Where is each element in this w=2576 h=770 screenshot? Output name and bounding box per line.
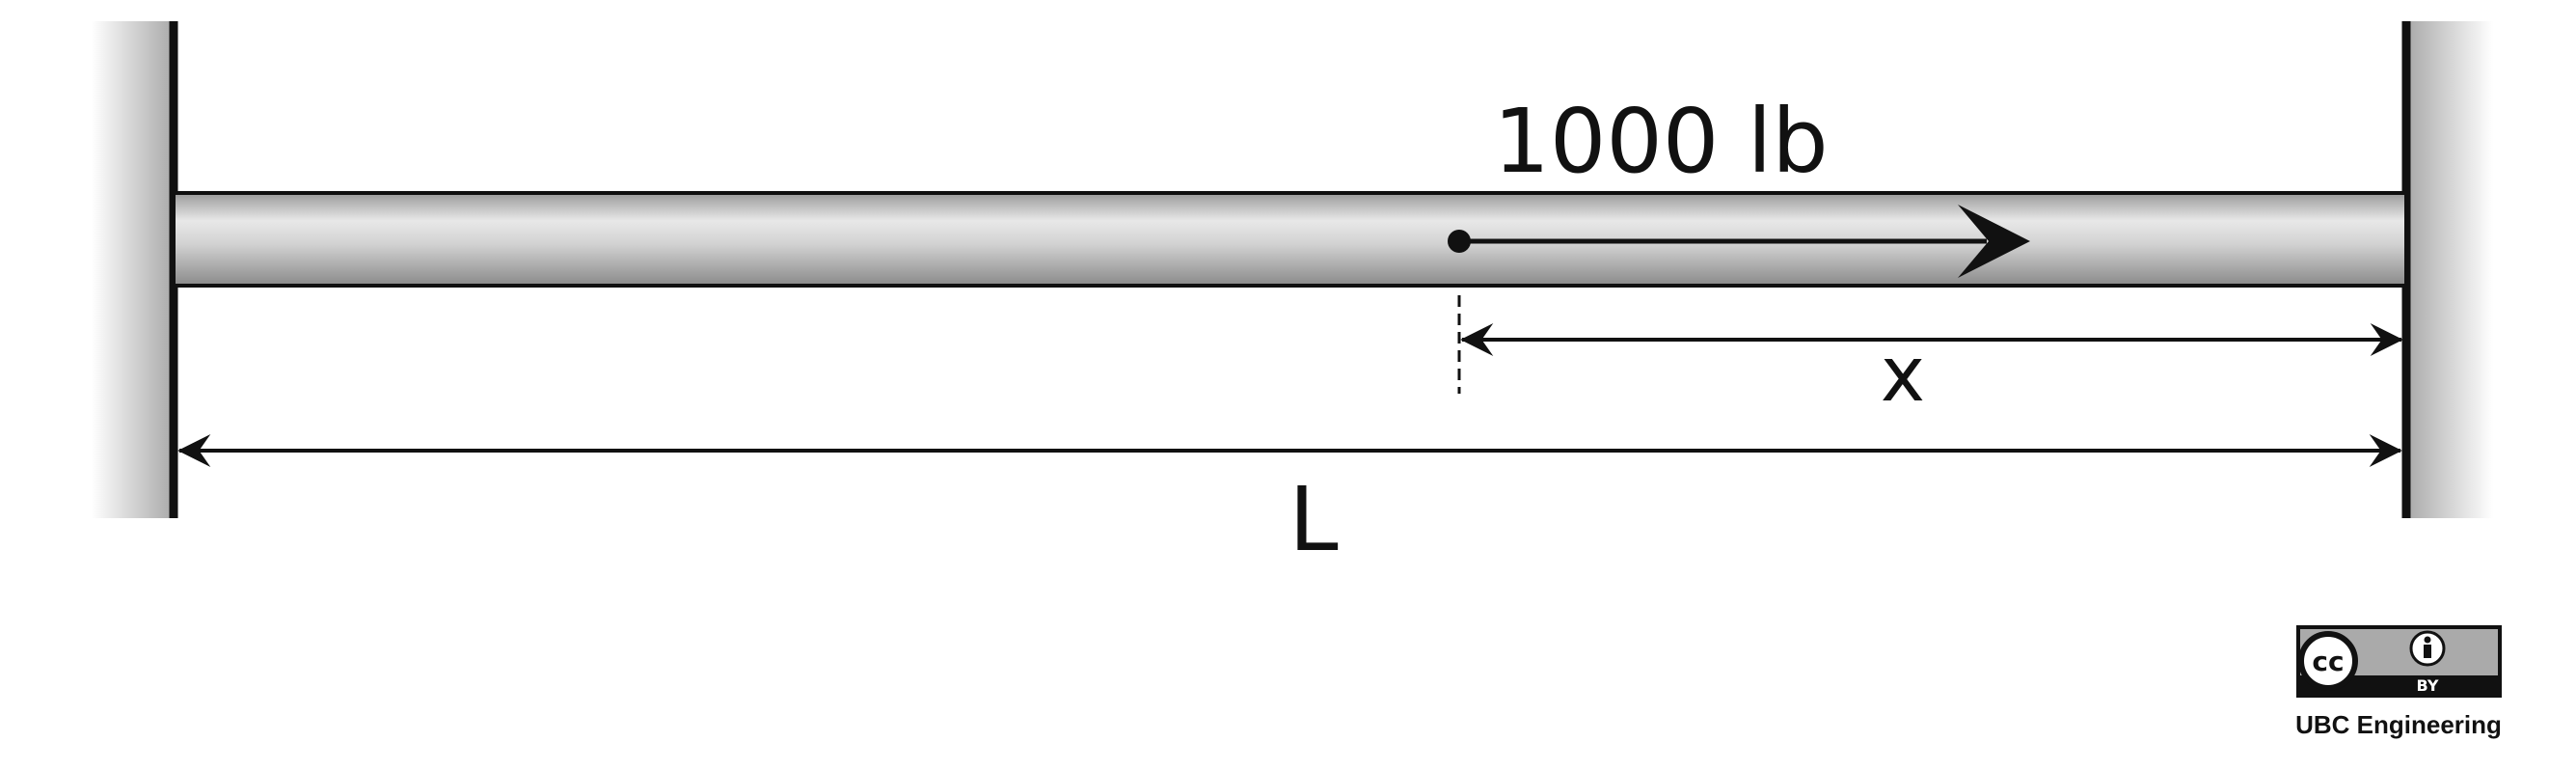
rod xyxy=(172,191,2408,288)
force-arrowhead-icon xyxy=(1958,205,2030,278)
attribution-text: UBC Engineering xyxy=(2295,710,2502,739)
force-arrow xyxy=(1448,205,2030,278)
dimension-total-label: L xyxy=(1288,468,1338,571)
by-label: BY xyxy=(2417,676,2439,695)
cc-by-license-badge: cc BY xyxy=(2296,625,2502,698)
left-wall xyxy=(92,21,178,518)
cc-logo-icon: cc xyxy=(2298,631,2358,691)
force-label: 1000 lb xyxy=(1493,90,1828,193)
attribution-person-icon xyxy=(2409,630,2446,667)
svg-text:cc: cc xyxy=(2312,646,2344,677)
right-wall xyxy=(2401,21,2493,518)
dimension-x-label: x xyxy=(1881,332,1925,419)
